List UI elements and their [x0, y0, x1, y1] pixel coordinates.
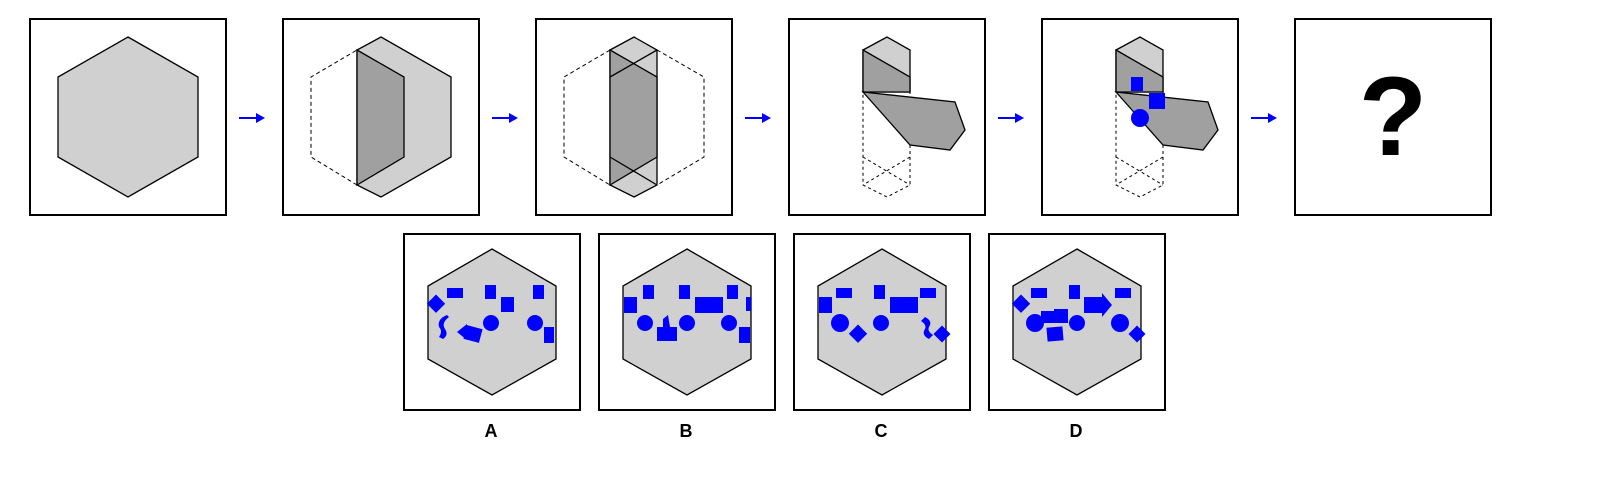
- punch-hole-square: [1149, 93, 1165, 109]
- step-4-panel: [788, 18, 986, 216]
- option-c-hexagon: [817, 248, 951, 396]
- punch-hole-circle: [1069, 315, 1085, 331]
- punch-hole-square: [1046, 326, 1064, 342]
- hexagon-sheet: [57, 36, 199, 198]
- punch-hole-square: [679, 285, 690, 299]
- answer-placeholder-panel: ?: [1294, 18, 1492, 216]
- punch-hole-square: [1131, 77, 1143, 91]
- punch-hole-square: [1115, 288, 1131, 298]
- option-label: D: [1069, 421, 1083, 441]
- punch-hole-square: [533, 285, 544, 299]
- fold-step-3: [563, 36, 705, 198]
- punch-hole-square: [727, 285, 738, 299]
- punch-hole-square: [746, 297, 751, 311]
- punch-hole-circle: [1026, 314, 1044, 332]
- option-a-hexagon: [426, 248, 557, 396]
- step-5-panel: [1041, 18, 1239, 216]
- fold-step-2: [310, 36, 452, 198]
- punch-hole-arrow: [1084, 293, 1112, 317]
- arrow-right-icon: [239, 113, 265, 123]
- punch-hole-square: [920, 288, 936, 298]
- option-d-panel[interactable]: [988, 233, 1166, 411]
- punch-hole-circle: [831, 314, 849, 332]
- step-1-panel: [29, 18, 227, 216]
- arrow-right-icon: [1251, 113, 1277, 123]
- step-3-panel: [535, 18, 733, 216]
- punch-hole-square: [836, 288, 852, 298]
- punch-hole-square: [874, 285, 885, 299]
- punch-hole-circle: [873, 315, 889, 331]
- punch-hole-square: [695, 297, 723, 313]
- punch-hole-square: [890, 297, 918, 313]
- punch-hole-square: [657, 327, 677, 341]
- punch-hole-square: [447, 288, 463, 298]
- arrow-right-icon: [492, 113, 518, 123]
- punch-hole-square: [501, 297, 514, 312]
- punch-hole-square: [1054, 309, 1068, 323]
- punch-hole-arrowhead: [457, 324, 467, 340]
- punch-hole-hook: [438, 315, 449, 339]
- step-2-panel: [282, 18, 480, 216]
- punch-hole-square: [544, 327, 554, 343]
- punch-hole-square: [624, 297, 637, 313]
- punch-hole-hook: [921, 317, 933, 339]
- option-a-panel[interactable]: [403, 233, 581, 411]
- punch-hole-square: [463, 325, 483, 343]
- punch-hole-square: [485, 285, 496, 299]
- fold-step-4: [861, 36, 966, 198]
- punch-hole-square: [819, 297, 832, 313]
- option-d-hexagon: [1011, 248, 1146, 396]
- arrow-right-icon: [998, 113, 1024, 123]
- punch-hole-circle: [527, 315, 543, 331]
- option-label: B: [679, 421, 693, 441]
- arrow-right-icon: [745, 113, 771, 123]
- question-mark: ?: [1358, 54, 1428, 179]
- punch-hole-square: [1031, 288, 1047, 298]
- punch-hole-diamond: [933, 325, 951, 343]
- option-label: C: [874, 421, 888, 441]
- punch-hole-square: [739, 327, 750, 343]
- option-b-hexagon: [622, 248, 752, 396]
- option-label: A: [484, 421, 498, 441]
- fold-step-5: [1114, 36, 1219, 198]
- punch-hole-square: [1041, 311, 1057, 323]
- punch-hole-circle: [721, 315, 737, 331]
- punch-hole-circle: [483, 315, 499, 331]
- option-c-panel[interactable]: [793, 233, 971, 411]
- punch-hole-square: [1069, 285, 1080, 299]
- punch-hole-circle: [637, 315, 653, 331]
- punch-hole-notch: [663, 315, 670, 327]
- punch-hole-circle: [679, 315, 695, 331]
- punch-hole-circle: [1111, 314, 1129, 332]
- option-b-panel[interactable]: [598, 233, 776, 411]
- punch-hole-square: [643, 285, 654, 299]
- punch-hole-circle: [1131, 109, 1149, 127]
